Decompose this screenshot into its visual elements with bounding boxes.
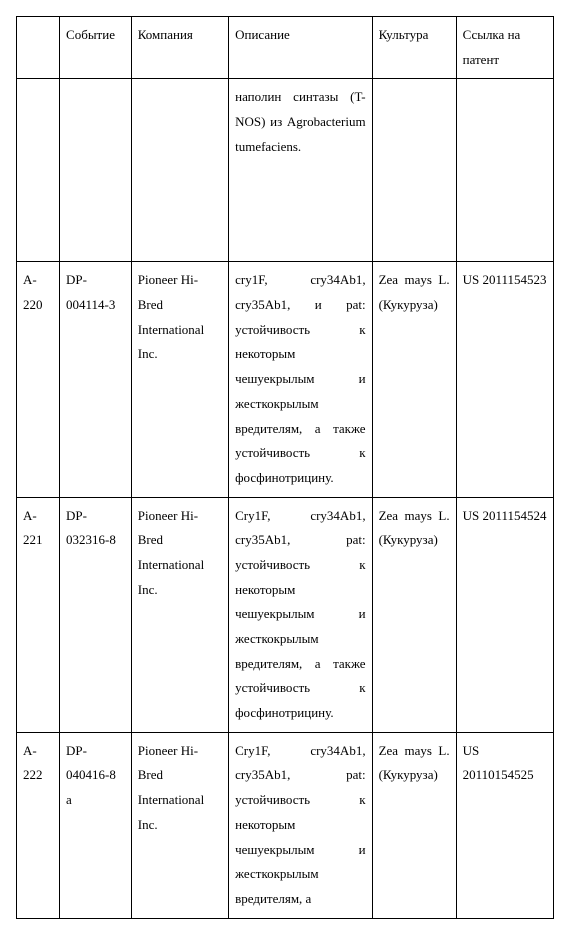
cell-culture: Zea mays L. (Кукуруза) (372, 497, 456, 732)
cell-a: A-220 (17, 262, 60, 497)
cell-description: Cry1F, cry34Ab1, cry35Ab1, pat: устойчив… (229, 497, 372, 732)
cell-description: Cry1F, cry34Ab1, cry35Ab1, pat: устойчив… (229, 732, 372, 918)
cell-a (17, 79, 60, 262)
col-header-culture: Культура (372, 17, 456, 79)
table-row: A-221 DP-032316-8 Pioneer Hi-Bred Intern… (17, 497, 554, 732)
cell-company: Pioneer Hi-Bred International Inc. (131, 262, 228, 497)
cell-ref: US 2011154523 (456, 262, 553, 497)
cell-ref: US 2011154524 (456, 497, 553, 732)
table-header-row: Событие Компания Описание Культура Ссылк… (17, 17, 554, 79)
cell-ref (456, 79, 553, 262)
patent-table: Событие Компания Описание Культура Ссылк… (16, 16, 554, 919)
cell-event: DP-004114-3 (60, 262, 132, 497)
cell-a: A-221 (17, 497, 60, 732)
col-header-description: Описание (229, 17, 372, 79)
cell-a: A-222 (17, 732, 60, 918)
cell-culture: Zea mays L. (Кукуруза) (372, 262, 456, 497)
col-header-blank (17, 17, 60, 79)
cell-culture (372, 79, 456, 262)
cell-culture: Zea mays L. (Кукуруза) (372, 732, 456, 918)
col-header-ref: Ссылка на патент (456, 17, 553, 79)
cell-description: наполин синтазы (T-NOS) из Agrobacterium… (229, 79, 372, 262)
col-header-company: Компания (131, 17, 228, 79)
cell-description: cry1F, cry34Ab1, cry35Ab1, и pat: устойч… (229, 262, 372, 497)
cell-company (131, 79, 228, 262)
cell-event (60, 79, 132, 262)
cell-company: Pioneer Hi-Bred International Inc. (131, 497, 228, 732)
cell-event: DP-032316-8 (60, 497, 132, 732)
cell-event: DP-040416-8 a (60, 732, 132, 918)
col-header-event: Событие (60, 17, 132, 79)
cell-company: Pioneer Hi-Bred International Inc. (131, 732, 228, 918)
table-row: A-222 DP-040416-8 a Pioneer Hi-Bred Inte… (17, 732, 554, 918)
cell-ref: US 20110154525 (456, 732, 553, 918)
table-row: наполин синтазы (T-NOS) из Agrobacterium… (17, 79, 554, 262)
table-row: A-220 DP-004114-3 Pioneer Hi-Bred Intern… (17, 262, 554, 497)
